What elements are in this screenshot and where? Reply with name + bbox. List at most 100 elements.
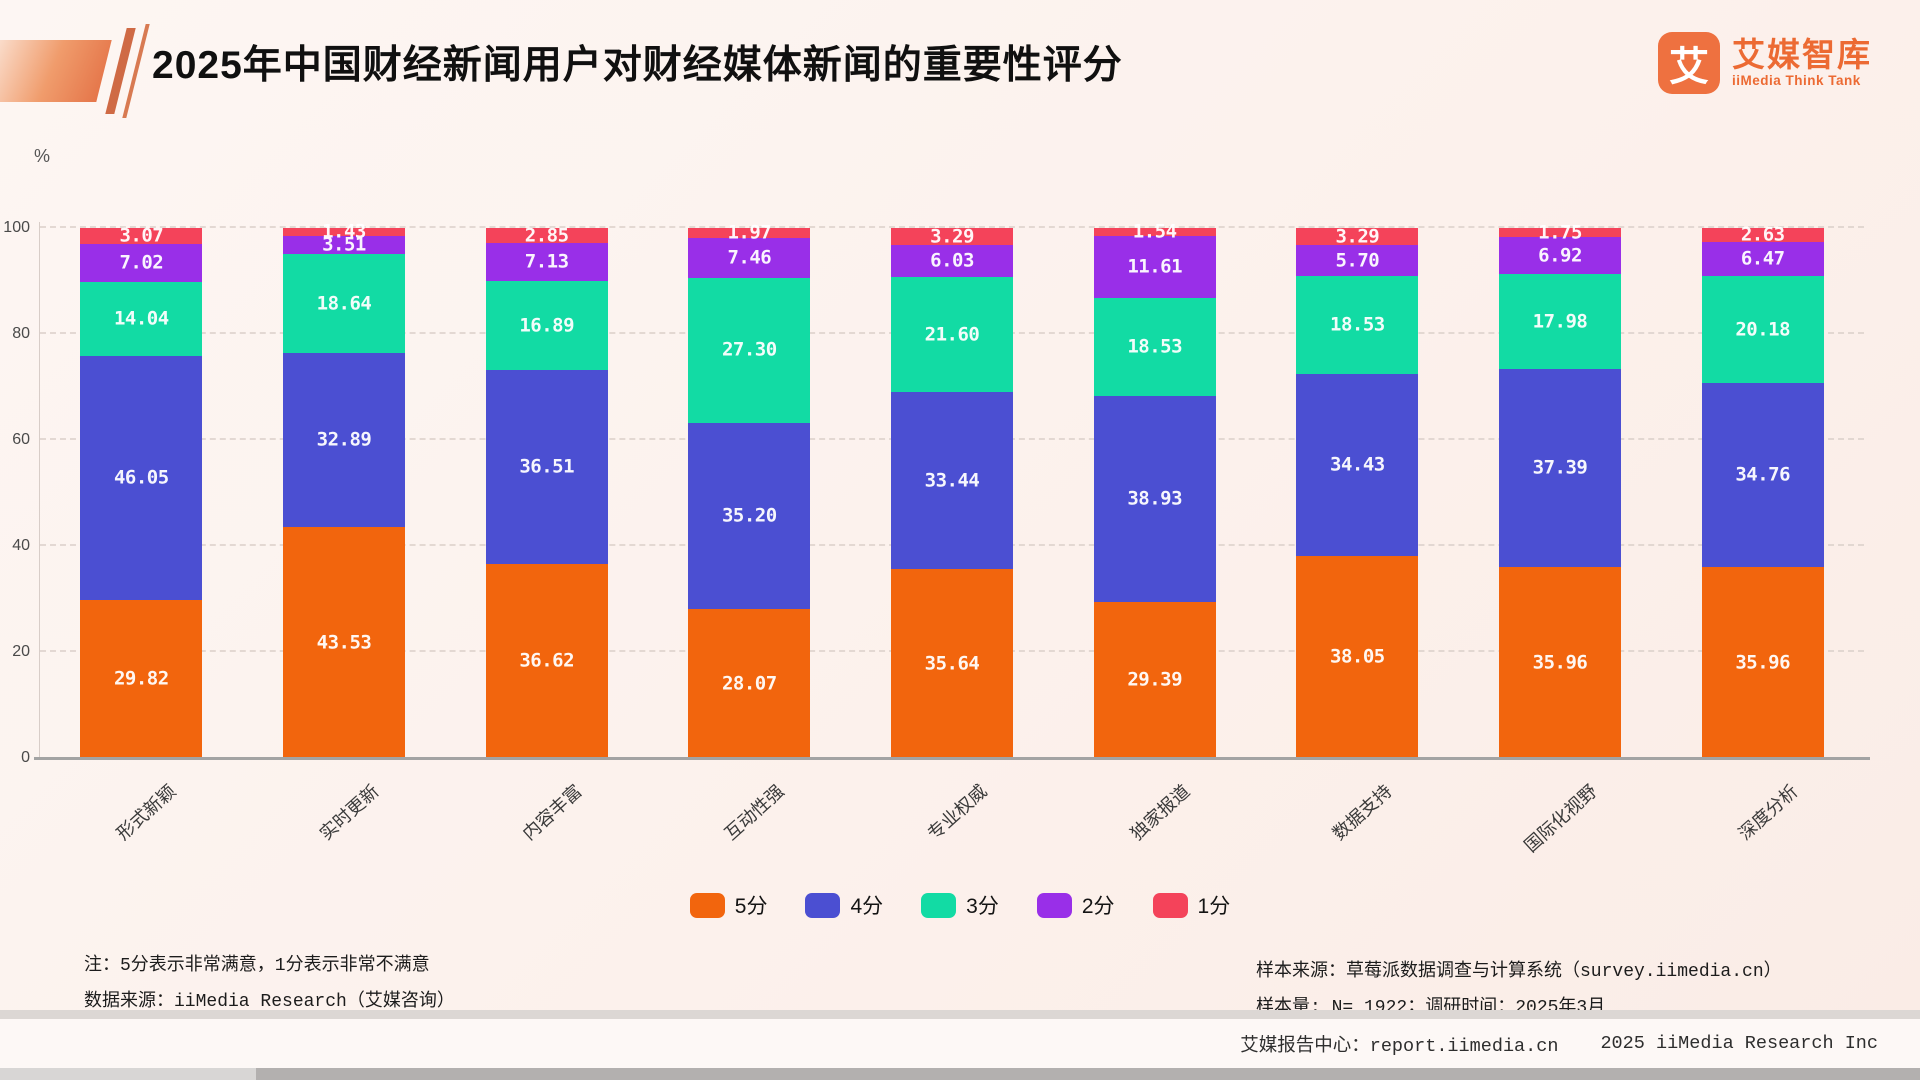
stacked-bar-专业权威: 35.64 33.44 21.60 6.03 3.29	[891, 227, 1014, 758]
bar-segment-5分: 43.53	[283, 527, 405, 758]
bar-segment-1分: 1.75	[1499, 223, 1622, 242]
segment-value-label: 1.43	[322, 220, 366, 243]
bar-segment-5分: 29.39	[1093, 602, 1216, 758]
segment-value-label: 5.70	[1335, 249, 1380, 272]
segment-value-label: 35.96	[1735, 651, 1791, 674]
segment-value-label: 34.43	[1330, 453, 1385, 476]
stacked-bar-chart: % 0 20 40 60 80 100 29.82 46.05 14.04 7.02 3.07 43…	[0, 144, 1920, 944]
page-title: 2025年中国财经新闻用户对财经媒体新闻的重要性评分	[152, 44, 1123, 87]
bar-segment-2分: 6.92	[1499, 237, 1622, 274]
segment-value-label: 7.46	[727, 246, 772, 269]
legend-label: 5分	[734, 895, 768, 918]
x-tick-label: 国际化视野	[1520, 780, 1601, 857]
stacked-bar-形式新颖: 29.82 46.05 14.04 7.02 3.07	[80, 224, 203, 758]
legend-label: 3分	[966, 895, 999, 918]
bar-segment-2分: 11.61	[1093, 236, 1216, 298]
divider-band	[0, 1010, 1920, 1019]
x-tick-label: 实时更新	[315, 780, 383, 845]
segment-value-label: 32.89	[316, 428, 372, 451]
segment-value-label: 6.47	[1740, 247, 1785, 270]
y-axis-ticks: 0 20 40 60 80 100	[0, 219, 30, 766]
segment-value-label: 28.07	[721, 672, 777, 695]
bar-segment-2分: 6.03	[891, 245, 1014, 278]
iimedia-logo-icon: 艾	[1658, 32, 1720, 94]
x-tick-label: 深度分析	[1734, 780, 1802, 845]
bar-segment-4分: 38.93	[1093, 395, 1216, 603]
segment-value-label: 14.04	[113, 307, 169, 330]
bar-segment-3分: 27.30	[688, 278, 811, 423]
bar-segment-1分: 1.54	[1093, 222, 1216, 241]
bar-segment-2分: 6.47	[1701, 241, 1824, 277]
legend-item-3分: 3分	[921, 890, 999, 920]
legend-swatch	[1036, 892, 1072, 918]
segment-value-label: 29.39	[1127, 668, 1183, 691]
segment-value-label: 21.60	[924, 323, 980, 346]
bar-segment-5分: 35.96	[1499, 567, 1622, 758]
segment-value-label: 1.54	[1132, 220, 1177, 243]
stacked-bar-内容丰富: 36.62 36.51 16.89 7.13 2.85	[485, 226, 608, 758]
y-tick-label: 20	[12, 643, 30, 660]
y-axis-line	[39, 222, 40, 758]
x-tick-label: 独家报道	[1126, 780, 1194, 845]
bar-segment-1分: 2.85	[485, 226, 608, 245]
segment-value-label: 36.51	[519, 455, 575, 478]
stacked-bar-互动性强: 28.07 35.20 27.30 7.46 1.97	[688, 223, 811, 758]
footer-copyright: 2025 iiMedia Research Inc	[1600, 1033, 1878, 1054]
note-data-source: 数据来源：iiMedia Research（艾媒咨询）	[84, 992, 455, 1012]
segment-value-label: 27.30	[721, 338, 777, 361]
segment-value-label: 1.75	[1538, 221, 1582, 244]
segment-value-label: 18.53	[1330, 313, 1385, 336]
y-tick-label: 40	[12, 537, 30, 554]
segment-value-label: 7.02	[119, 251, 164, 274]
segment-value-label: 35.64	[924, 652, 980, 675]
y-tick-label: 100	[3, 219, 30, 236]
legend-label: 4分	[850, 895, 884, 918]
bar-segment-3分: 20.18	[1701, 276, 1824, 384]
bar-slot: 35.96 37.39 17.98 6.92 1.75	[1459, 223, 1662, 758]
legend-swatch	[921, 892, 957, 918]
legend-label: 2分	[1081, 895, 1115, 918]
x-axis-labels: 形式新颖 实时更新 内容丰富 互动性强 专业权威 独家报道 数据支持 国际化视野 深度分析	[40, 772, 1864, 892]
bar-segment-4分: 33.44	[891, 391, 1014, 570]
segment-value-label: 3.07	[119, 224, 164, 247]
logo-glyph: 艾	[1669, 45, 1709, 89]
segment-value-label: 18.64	[316, 292, 372, 315]
bar-slot: 36.62 36.51 16.89 7.13 2.85	[445, 226, 648, 758]
bar-segment-3分: 21.60	[891, 277, 1014, 392]
logo-name-cn: 艾媒智库	[1732, 36, 1872, 74]
iimedia-logo: 艾 艾媒智库 iiMedia Think Tank	[1658, 32, 1872, 94]
segment-value-label: 38.93	[1127, 487, 1183, 510]
chart-legend: 5分 4分 3分 2分 1分	[0, 890, 1920, 920]
legend-item-1分: 1分	[1152, 890, 1230, 920]
bar-slot: 43.53 32.89 18.64 3.51 1.43	[243, 222, 446, 758]
segment-value-label: 18.53	[1127, 335, 1183, 358]
bar-segment-4分: 46.05	[80, 355, 203, 600]
y-tick-label: 60	[12, 431, 30, 448]
bar-segment-5分: 36.62	[485, 563, 608, 758]
stacked-bar-数据支持: 38.05 34.43 18.53 5.70 3.29	[1296, 227, 1419, 758]
bar-segment-2分: 7.13	[485, 243, 608, 281]
segment-value-label: 11.61	[1127, 255, 1183, 278]
bar-segment-5分: 35.96	[1701, 567, 1824, 758]
bar-segment-1分: 1.43	[283, 222, 405, 241]
segment-value-label: 43.53	[316, 631, 372, 654]
segment-value-label: 17.98	[1532, 310, 1588, 333]
segment-value-label: 35.96	[1532, 651, 1588, 674]
scrollbar-thumb[interactable]	[256, 1068, 1920, 1080]
legend-swatch	[805, 892, 841, 918]
bar-slot: 29.39 38.93 18.53 11.61 1.54	[1053, 222, 1256, 758]
segment-value-label: 33.44	[924, 469, 980, 491]
bar-segment-1分: 3.07	[80, 224, 203, 247]
segment-value-label: 38.05	[1330, 645, 1385, 668]
bar-segment-1分: 3.29	[891, 227, 1014, 246]
bar-segment-2分: 7.46	[688, 238, 811, 278]
legend-swatch	[1152, 892, 1188, 918]
segment-value-label: 1.97	[727, 221, 772, 244]
bar-segment-3分: 18.53	[1296, 275, 1419, 374]
plot-area: 29.82 46.05 14.04 7.02 3.07 43.53 32.89 18.64 3.…	[34, 222, 1870, 760]
legend-swatch	[689, 892, 725, 918]
x-tick-label: 专业权威	[923, 780, 991, 845]
note-sample-source: 样本来源：草莓派数据调查与计算系统（survey.iimedia.cn）	[1256, 962, 1782, 982]
x-tick-label: 内容丰富	[518, 780, 586, 845]
segment-value-label: 37.39	[1532, 456, 1588, 479]
